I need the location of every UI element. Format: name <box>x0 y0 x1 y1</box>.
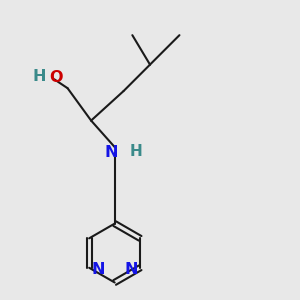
Text: H: H <box>129 144 142 159</box>
Text: N: N <box>92 262 105 277</box>
Text: O: O <box>49 70 62 86</box>
Text: N: N <box>105 146 119 160</box>
Text: H: H <box>33 69 46 84</box>
Text: N: N <box>124 262 138 277</box>
